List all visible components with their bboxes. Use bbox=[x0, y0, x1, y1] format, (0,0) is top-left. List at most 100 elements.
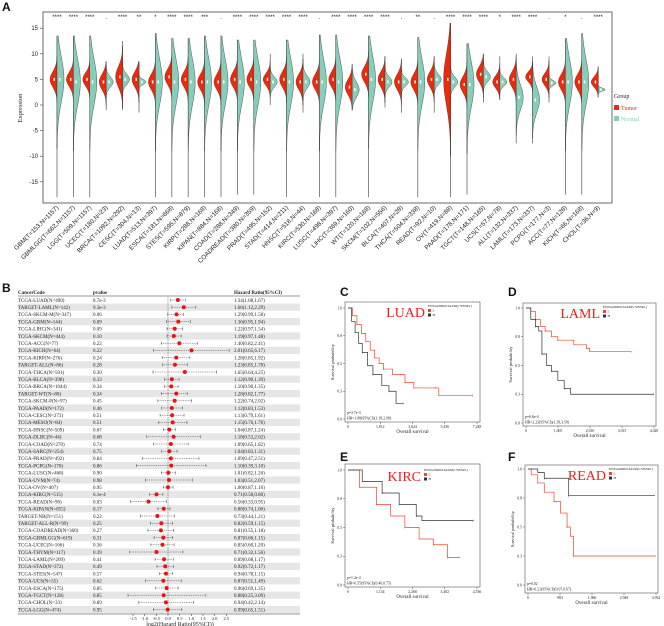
row-hazard-ratio: 1.09(0.47,2.51) bbox=[234, 457, 265, 462]
row-hazard-ratio: 1.18(0.53,2.62) bbox=[234, 436, 265, 441]
hr-point bbox=[167, 449, 172, 454]
row-shade bbox=[18, 505, 300, 513]
plot-title: READ bbox=[568, 469, 606, 484]
row-pvalue: 0.51 bbox=[93, 414, 102, 419]
hazard-ratio-text: HR=2.23(95%CI)(1.39,3.58) bbox=[525, 421, 570, 426]
violin-normal-box bbox=[75, 80, 77, 84]
row-hazard-ratio: 1.60(1.12,2.29) bbox=[234, 306, 265, 311]
significance-label: **** bbox=[479, 15, 489, 21]
violin-tumor-box bbox=[348, 85, 351, 89]
y-tick-label: 10 bbox=[31, 52, 38, 58]
violin-tumor-box bbox=[168, 75, 170, 79]
row-shade bbox=[18, 534, 300, 542]
significance-label: **** bbox=[298, 15, 308, 21]
legend-swatch-h bbox=[609, 476, 612, 480]
hr-point bbox=[167, 427, 172, 432]
x-tick-label: 1,966 bbox=[588, 596, 597, 601]
legend-label-h: H bbox=[433, 313, 436, 317]
row-cancercode: TCGA-ACC(N=77) bbox=[18, 342, 59, 347]
row-pvalue: 0.41 bbox=[93, 558, 102, 563]
violin-tumor-box bbox=[479, 72, 482, 76]
violin-tumor-box bbox=[512, 77, 515, 81]
row-cancercode: TARGET-ALL(N=86) bbox=[18, 364, 63, 369]
hr-point bbox=[168, 456, 173, 461]
row-cancercode: TCGA-KIRC(N=515) bbox=[18, 493, 63, 498]
row-hazard-ratio: 0.94(0.78,1.15) bbox=[234, 572, 265, 577]
violin-normal-box bbox=[387, 80, 389, 84]
row-pvalue: 6.1e-4 bbox=[93, 493, 106, 498]
hr-point bbox=[154, 550, 159, 554]
row-hazard-ratio: 1.23(0.85,1.78) bbox=[234, 364, 265, 369]
row-hazard-ratio: 0.88(0.25,3.09) bbox=[234, 594, 265, 599]
significance-label: **** bbox=[167, 15, 177, 21]
row-pvalue: 0.39 bbox=[93, 551, 102, 556]
hr-point bbox=[172, 326, 177, 331]
violin-tumor-box bbox=[283, 77, 285, 81]
hr-point bbox=[160, 542, 165, 547]
significance-label: **** bbox=[85, 15, 95, 21]
violin-tumor-box bbox=[119, 75, 121, 79]
plot-frame bbox=[522, 302, 657, 427]
violin-normal-box bbox=[485, 75, 487, 79]
row-hazard-ratio: 1.04(0.83,1.31) bbox=[234, 450, 265, 455]
row-hazard-ratio: 1.10(0.90,1.35) bbox=[234, 385, 265, 390]
x-axis-label: Overall survival bbox=[573, 434, 606, 439]
hr-point bbox=[181, 305, 186, 310]
row-pvalue: 0.46 bbox=[93, 407, 102, 412]
violin-tumor-box bbox=[53, 77, 55, 81]
row-pvalue: 0.25 bbox=[93, 522, 102, 527]
row-pvalue: 0.90 bbox=[93, 472, 102, 477]
row-pvalue: 0.28 bbox=[93, 364, 102, 369]
row-cancercode: TCGA-KIRP(N=276) bbox=[18, 356, 62, 361]
row-cancercode: TCGA-LIHC(N=341) bbox=[18, 328, 63, 333]
row-hazard-ratio: 1.10(0.39,3.10) bbox=[234, 464, 265, 469]
violin-normal-box bbox=[124, 77, 127, 81]
row-cancercode: TARGET-NB(N=151) bbox=[18, 515, 63, 520]
row-pvalue: 0.36 bbox=[93, 544, 102, 549]
legend-swatch-tumor bbox=[614, 105, 619, 110]
row-cancercode: TCGA-SKCM-P(N=97) bbox=[18, 400, 67, 405]
row-shade bbox=[18, 332, 300, 340]
hr-point bbox=[177, 341, 182, 346]
violin-normal bbox=[89, 35, 98, 152]
hr-point bbox=[174, 355, 179, 360]
row-cancercode: TARGET-WT(N=80) bbox=[18, 392, 61, 397]
row-pvalue: 0.74 bbox=[93, 443, 102, 448]
row-shade bbox=[18, 433, 300, 441]
significance-label: **** bbox=[462, 15, 472, 21]
hr-point bbox=[172, 398, 177, 403]
survival-curve-l bbox=[348, 307, 473, 397]
column-header-hazard-ratio: Hazard Ratio(95%CI) bbox=[234, 291, 282, 296]
x-tick-label: 0 bbox=[347, 425, 349, 429]
hr-point bbox=[169, 463, 174, 468]
plot-frame bbox=[42, 11, 613, 204]
row-pvalue: 0.06 bbox=[93, 313, 102, 318]
hr-point bbox=[166, 470, 171, 475]
row-hazard-ratio: 1.09(0.65,1.82) bbox=[234, 443, 265, 448]
p-value-text: p=0.02 bbox=[527, 582, 538, 586]
row-pvalue: 0.85 bbox=[93, 594, 102, 599]
violin-tumor-box bbox=[135, 77, 137, 81]
violin-normal-box bbox=[223, 80, 225, 84]
violin-normal-box bbox=[321, 80, 323, 84]
x-tick-label: 983 bbox=[557, 596, 563, 600]
p-value-text: p=1.2e-4 bbox=[347, 576, 361, 580]
plot-title: KIRC bbox=[388, 470, 421, 485]
x-tick-label: -0.5 bbox=[153, 616, 161, 621]
row-shade bbox=[18, 577, 300, 585]
row-shade bbox=[18, 447, 300, 455]
legend-label-tumor: Tumor bbox=[621, 106, 637, 112]
row-hazard-ratio: 1.12(0.83,1.53) bbox=[234, 407, 265, 412]
hr-point bbox=[146, 499, 151, 504]
hr-point bbox=[189, 348, 194, 353]
row-hazard-ratio: 1.03(0.51,2.07) bbox=[234, 479, 265, 484]
legend-swatch-l bbox=[609, 472, 612, 475]
row-pvalue: 0.95 bbox=[93, 608, 102, 613]
hr-point bbox=[169, 377, 174, 382]
x-tick-label: -1.0 bbox=[141, 616, 149, 621]
row-shade bbox=[18, 390, 300, 398]
row-pvalue: 0.68 bbox=[93, 436, 102, 441]
survival-curve-h bbox=[526, 307, 654, 395]
y-tick-label: 5 bbox=[35, 77, 39, 83]
